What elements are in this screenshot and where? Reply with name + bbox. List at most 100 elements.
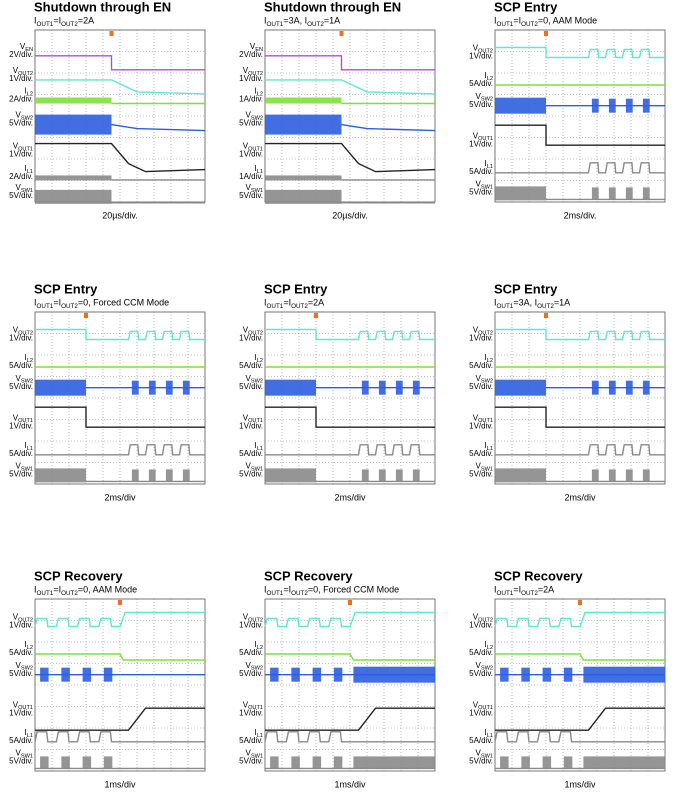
trace	[494, 731, 665, 743]
trace	[35, 444, 205, 456]
channel-name: IL2	[25, 353, 33, 364]
channel-name: VSW1	[16, 462, 33, 473]
channel-name: VSW1	[476, 180, 493, 191]
trace	[35, 653, 205, 661]
trace	[265, 653, 435, 661]
switching-band	[495, 468, 546, 483]
timebase: 20µs/div.	[102, 210, 138, 220]
panel-conditions: IOUT1=3A, IOUT2=1A	[264, 15, 340, 28]
channel-name: VOUT1	[243, 700, 263, 711]
switching-band	[82, 756, 92, 769]
switching-band	[265, 468, 316, 483]
channel-scale: 1V/div.	[469, 52, 493, 61]
trace	[265, 142, 436, 173]
panel-conditions: IOUT1=IOUT2=2A	[494, 584, 554, 597]
channel-scale: 1V/div.	[469, 708, 493, 717]
channel-scale: 2V/div.	[9, 50, 33, 59]
trace	[35, 406, 205, 428]
channel-scale: 5V/div.	[239, 669, 263, 678]
channel-name: IL2	[255, 353, 263, 364]
channel-name: VOUT1	[473, 413, 493, 424]
channel-scale: 5V/div.	[9, 757, 33, 766]
channel-scale: 1V/div.	[239, 74, 263, 83]
switching-band	[312, 756, 322, 769]
switching-band	[642, 187, 650, 200]
switching-band	[608, 469, 616, 482]
channel-scale: 5A/div.	[239, 449, 263, 458]
trigger-marker	[578, 600, 582, 605]
switching-band	[35, 114, 112, 135]
switching-band	[591, 469, 599, 482]
switching-band	[35, 97, 112, 104]
channel-scale: 5V/div.	[239, 382, 263, 391]
trace	[35, 55, 205, 71]
channel-name: VOUT2	[243, 66, 263, 77]
switching-band	[583, 756, 665, 769]
switching-band	[265, 97, 342, 104]
channel-name: IL1	[255, 164, 263, 175]
channel-scale: 1V/div.	[239, 150, 263, 159]
channel-scale: 5A/div.	[469, 449, 493, 458]
trigger-marker	[544, 31, 548, 36]
trigger-marker	[544, 313, 548, 318]
switching-band	[265, 114, 342, 135]
channel-name: VSW2	[476, 661, 493, 672]
channel-scale: 1V/div.	[469, 421, 493, 430]
channel-name: VOUT2	[473, 613, 493, 624]
channel-name: IL1	[25, 441, 33, 452]
channel-name: IL2	[255, 640, 263, 651]
trace	[111, 123, 206, 132]
panel-title: SCP Recovery	[34, 568, 123, 583]
switching-band	[265, 175, 342, 181]
trace	[264, 611, 435, 628]
panel-conditions: IOUT1=IOUT2=2A	[34, 15, 94, 28]
trace	[495, 124, 665, 146]
channel-scale: 1V/div.	[9, 150, 33, 159]
switching-band	[182, 469, 190, 482]
switching-band	[353, 756, 435, 769]
trace	[495, 162, 665, 174]
channel-scale: 5A/div.	[239, 361, 263, 370]
panel-title: SCP Recovery	[264, 568, 353, 583]
channel-scale: 1V/div.	[239, 621, 263, 630]
channel-scale: 1V/div.	[239, 421, 263, 430]
channel-scale: 5V/div.	[9, 382, 33, 391]
channel-scale: 5V/div.	[9, 669, 33, 678]
trace	[265, 707, 435, 731]
panel-title: Shutdown through EN	[34, 0, 171, 14]
trace	[264, 731, 435, 743]
channel-scale: 2A/div.	[9, 95, 33, 104]
channel-name: IL1	[25, 164, 33, 175]
channel-name: VOUT2	[13, 326, 33, 337]
channel-name: VOUT2	[473, 44, 493, 55]
channel-name: VSW1	[246, 183, 263, 194]
switching-band	[40, 756, 49, 769]
channel-scale: 5A/div.	[9, 648, 33, 657]
switching-band	[265, 189, 342, 204]
channel-scale: 5A/div.	[469, 361, 493, 370]
switching-band	[270, 756, 279, 769]
trace	[265, 444, 435, 456]
switching-band	[378, 469, 386, 482]
trace	[265, 328, 435, 341]
channel-name: IL1	[485, 159, 493, 170]
channel-name: IL2	[485, 71, 493, 82]
channel-scale: 5A/div.	[239, 648, 263, 657]
trace	[35, 142, 206, 173]
panel-conditions: IOUT1=IOUT2=0, AAM Mode	[494, 15, 597, 28]
switching-band	[35, 175, 112, 181]
trace	[265, 79, 436, 95]
channel-scale: 1V/div.	[9, 334, 33, 343]
channel-name: VSW1	[16, 183, 33, 194]
switching-band	[35, 379, 86, 396]
channel-scale: 1V/div.	[469, 334, 493, 343]
channel-name: VSW1	[246, 749, 263, 760]
channel-name: IL1	[25, 728, 33, 739]
channel-name: VOUT2	[243, 613, 263, 624]
channel-name: IL2	[25, 87, 33, 98]
switching-band	[625, 469, 633, 482]
channel-name: VSW1	[476, 749, 493, 760]
switching-band	[642, 469, 650, 482]
channel-scale: 1V/div.	[469, 621, 493, 630]
trace	[34, 611, 205, 628]
